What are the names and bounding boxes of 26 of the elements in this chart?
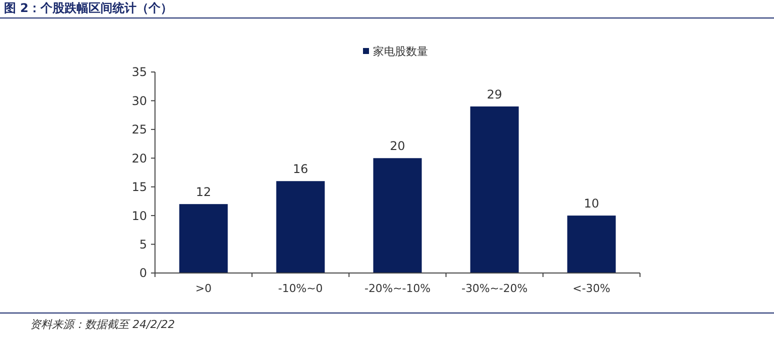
x-tick-label: <-30% — [572, 282, 610, 295]
y-tick-label: 25 — [132, 122, 147, 137]
y-tick-label: 35 — [132, 65, 147, 80]
y-tick-label: 20 — [132, 151, 147, 166]
data-label: 16 — [292, 162, 308, 176]
bar — [373, 158, 422, 273]
bar — [179, 204, 228, 273]
data-label: 10 — [584, 196, 600, 211]
y-tick-label: 30 — [132, 94, 147, 108]
data-label: 12 — [196, 185, 212, 200]
y-tick-label: 10 — [132, 208, 147, 223]
data-label: 20 — [390, 139, 406, 154]
text: 资料来源：数据截至 24/2/22 — [30, 318, 175, 331]
x-tick-label: -20%~-10% — [364, 282, 431, 295]
y-tick-label: 15 — [132, 180, 147, 194]
bar — [276, 181, 325, 273]
chart-title: 图 2：个股跌幅区间统计（个） — [4, 1, 173, 15]
y-tick-label: 0 — [139, 266, 147, 280]
legend-label: 家电股数量 — [373, 45, 428, 58]
y-tick-label: 5 — [139, 237, 147, 252]
x-tick-label: -10%~0 — [278, 282, 323, 295]
bar — [470, 106, 519, 273]
bar — [567, 216, 616, 273]
x-tick-label: -30%~-20% — [461, 282, 528, 295]
x-tick-label: >0 — [195, 282, 212, 295]
data-label: 29 — [486, 87, 502, 102]
